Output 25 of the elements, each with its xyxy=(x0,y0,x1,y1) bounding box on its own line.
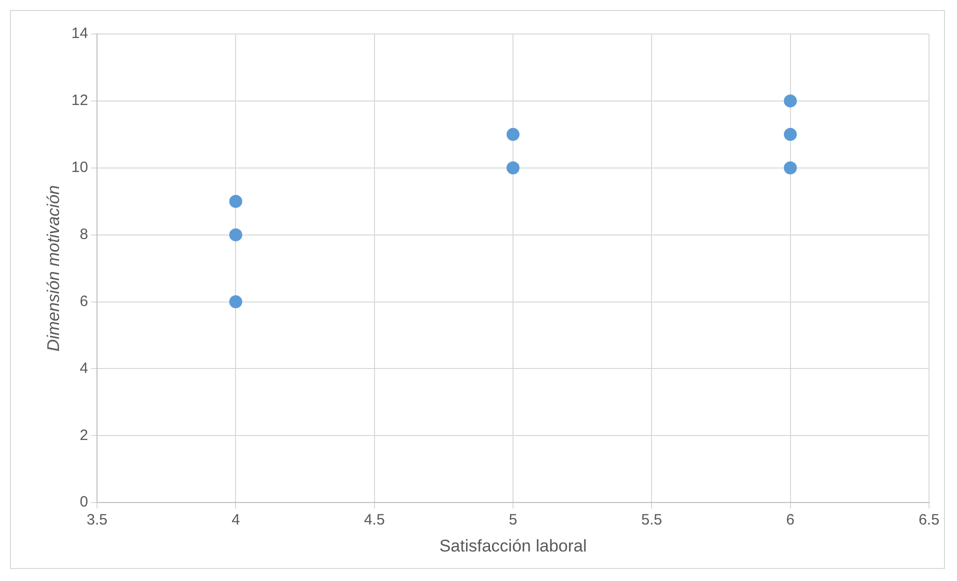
x-tick-label: 5.5 xyxy=(641,512,662,529)
y-tick-label: 14 xyxy=(71,25,88,42)
point xyxy=(784,94,797,108)
y-axis-title: Dimensión motivación xyxy=(44,185,63,352)
y-tick-label: 12 xyxy=(71,92,88,110)
y-tick-label: 10 xyxy=(71,159,88,176)
point xyxy=(229,228,242,242)
y-tick-label: 4 xyxy=(80,360,88,377)
x-tick-label: 4 xyxy=(232,512,240,529)
x-tick-label: 4.5 xyxy=(364,512,385,529)
x-tick-label: 6 xyxy=(786,512,795,529)
x-tick-label: 5 xyxy=(508,512,518,529)
point xyxy=(506,128,520,141)
x-tick-label: 3.5 xyxy=(86,512,108,529)
y-tick-label: 8 xyxy=(80,226,88,243)
point xyxy=(229,295,242,308)
x-tick-label: 6.5 xyxy=(918,512,940,529)
x-axis-title: Satisfacción laboral xyxy=(439,536,587,556)
point xyxy=(784,161,797,174)
point xyxy=(784,128,797,141)
y-tick-label: 0 xyxy=(80,494,88,511)
y-tick-label: 6 xyxy=(80,292,88,310)
y-tick-label: 2 xyxy=(80,426,88,444)
point xyxy=(506,161,520,174)
point xyxy=(229,194,242,208)
